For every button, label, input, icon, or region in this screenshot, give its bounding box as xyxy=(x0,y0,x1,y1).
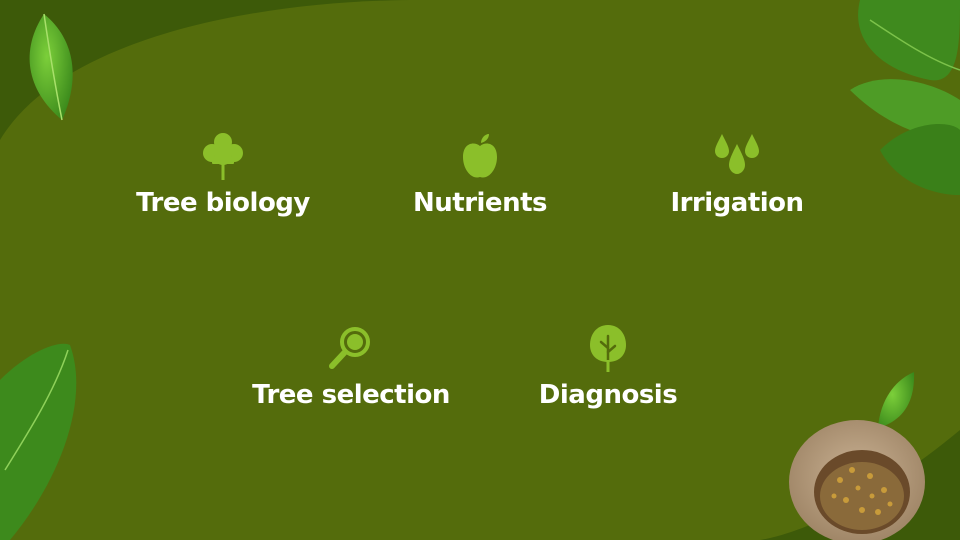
water-drops-icon xyxy=(715,134,759,174)
leaf-decoration-bottom-left xyxy=(0,343,77,540)
foliage-decoration-top-right xyxy=(850,0,960,195)
plant-pot-decoration xyxy=(789,372,925,540)
apple-icon xyxy=(463,134,497,178)
magnifier-icon xyxy=(329,327,370,369)
topic-label: Tree biology xyxy=(136,188,310,218)
topic-nutrients: Nutrients xyxy=(360,130,600,218)
topic-tree-selection: Tree selection xyxy=(231,322,471,410)
topic-irrigation: Irrigation xyxy=(617,130,857,218)
topic-label: Tree selection xyxy=(252,380,450,410)
topic-label: Diagnosis xyxy=(538,380,678,410)
tree-icon xyxy=(203,133,243,180)
leaf-tree-icon xyxy=(590,325,626,372)
topic-label: Irrigation xyxy=(670,188,804,218)
topic-diagnosis: Diagnosis xyxy=(488,322,728,410)
topic-tree-biology: Tree biology xyxy=(103,130,343,218)
topic-label: Nutrients xyxy=(413,188,547,218)
leaf-decoration-top-left xyxy=(29,13,73,121)
